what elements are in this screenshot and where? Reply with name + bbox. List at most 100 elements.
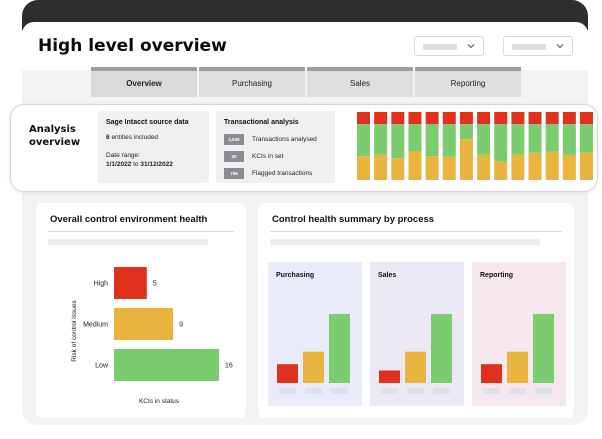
dropdown-placeholder — [512, 44, 546, 50]
stacked-bar-segment — [408, 124, 422, 152]
tab-overview[interactable]: Overview — [91, 67, 197, 97]
stacked-bar-segment — [391, 158, 405, 180]
stacked-bar-segment — [545, 112, 559, 125]
stacked-bar-segment — [357, 124, 370, 157]
entities-label: entities included — [111, 134, 159, 141]
filter-dropdown-1[interactable] — [414, 36, 484, 56]
process-bar — [405, 351, 426, 383]
y-axis-label: Risk of control issues — [71, 300, 78, 362]
purchasing-chart — [277, 314, 350, 394]
placeholder-label — [331, 388, 348, 394]
purchasing-card-title: Purchasing — [276, 272, 315, 279]
date-end: 31/12/2022 — [140, 161, 173, 168]
stat-label: Flagged transactions — [252, 169, 313, 177]
stacked-bar-segment — [391, 124, 405, 159]
date-range-value: 1/1/2022 to 31/12/2022 — [106, 161, 173, 168]
analysis-overview: Analysis overview Sage Intacct source da… — [10, 104, 598, 192]
analysis-title-line1: Analysis — [29, 124, 76, 135]
stacked-bar-segment — [374, 112, 388, 125]
risk-bar — [114, 308, 174, 340]
stacked-bar-segment — [459, 139, 473, 180]
stacked-bar-segment — [580, 152, 593, 180]
stacked-bar-segment — [477, 112, 491, 125]
tab-sales[interactable]: Sales — [307, 67, 413, 97]
placeholder-label — [535, 388, 552, 394]
placeholder-label — [305, 388, 322, 394]
tab-purchasing[interactable]: Purchasing — [199, 67, 305, 97]
stacked-bar-segment — [528, 152, 542, 180]
header: High level overview — [22, 22, 588, 70]
reporting-chart — [481, 314, 554, 394]
stacked-bar-segment — [511, 124, 525, 155]
dropdown-placeholder — [423, 44, 457, 50]
source-card-title: Sage Intacct source data — [106, 119, 189, 126]
health-panel-title: Overall control environment health — [50, 214, 208, 225]
placeholder-line — [270, 239, 540, 245]
process-bar — [431, 314, 452, 383]
stacked-bar-segment — [580, 124, 593, 153]
stat-label: Transactions analysed — [252, 135, 317, 143]
stacked-bar-segment — [511, 112, 525, 125]
placeholder-label — [279, 388, 296, 394]
tab-reporting[interactable]: Reporting — [415, 67, 521, 97]
stacked-kci-chart — [357, 112, 593, 180]
stacked-bar-segment — [477, 154, 491, 180]
stacked-bar-segment — [357, 112, 370, 125]
analysis-title: Analysis overview — [29, 123, 80, 149]
stacked-bar-segment — [477, 124, 491, 155]
divider — [48, 231, 234, 232]
stacked-bar-segment — [374, 154, 388, 180]
process-bar — [379, 370, 400, 383]
process-bar — [481, 364, 502, 383]
filter-dropdown-2[interactable] — [503, 36, 573, 56]
analysis-title-line2: overview — [29, 137, 81, 148]
stat-badge: 2,836 — [224, 133, 244, 145]
process-bar — [533, 314, 554, 383]
stacked-bar-segment — [562, 124, 576, 155]
transactional-card-title: Transactional analysis — [224, 119, 299, 126]
stacked-bar-segment — [391, 112, 405, 125]
stacked-bar-segment — [494, 112, 508, 125]
placeholder-label — [509, 388, 526, 394]
stat-label: KCIs in set — [252, 152, 284, 160]
risk-value-label: 5 — [153, 281, 157, 288]
risk-category-label: Medium — [83, 322, 108, 329]
stacked-bar-segment — [442, 156, 456, 180]
process-bar — [329, 314, 350, 383]
stacked-bar-segment — [494, 124, 508, 162]
stacked-bar-segment — [459, 112, 473, 125]
stat-row: 30 KCIs in set — [224, 150, 283, 162]
entities-count: 6 — [106, 134, 110, 141]
purchasing-card[interactable]: Purchasing — [268, 262, 362, 406]
risk-bar-chart: High 5 Medium 9 Low 16 KCIs in status Risk of c… — [71, 267, 233, 405]
risk-bar — [114, 267, 147, 299]
placeholder-label — [483, 388, 500, 394]
risk-category-label: Low — [95, 363, 109, 370]
stat-badge: 796 — [224, 167, 244, 179]
placeholder-label — [381, 388, 398, 394]
stacked-bar-segment — [494, 161, 508, 180]
process-bar — [277, 364, 298, 383]
tab-bar: Overview Purchasing Sales Reporting — [91, 67, 521, 97]
placeholder-line — [48, 239, 208, 245]
stacked-bar-segment — [562, 154, 576, 180]
sales-card[interactable]: Sales — [370, 262, 464, 406]
risk-bar — [114, 349, 219, 381]
summary-panel-title: Control health summary by process — [272, 214, 435, 225]
stacked-bar-segment — [562, 112, 576, 125]
health-panel: Overall control environment health High 5… — [36, 203, 246, 418]
stat-row: 2,836 Transactions analysed — [224, 133, 317, 145]
stacked-bar-segment — [511, 154, 525, 180]
risk-value-label: 16 — [225, 363, 233, 370]
source-data-card: Sage Intacct source data 6 entities incl… — [98, 111, 209, 183]
reporting-card[interactable]: Reporting — [472, 262, 566, 406]
sales-card-title: Sales — [378, 272, 397, 279]
stacked-bar-segment — [408, 112, 422, 125]
divider — [270, 231, 562, 232]
stacked-bar-segment — [442, 124, 456, 157]
stacked-bar-segment — [425, 124, 439, 157]
reporting-card-title: Reporting — [480, 272, 514, 279]
stacked-bar-segment — [425, 112, 439, 125]
transactional-card: Transactional analysis 2,836 Transaction… — [216, 111, 335, 183]
app-window: High level overview Overview Purchasing … — [22, 0, 588, 425]
